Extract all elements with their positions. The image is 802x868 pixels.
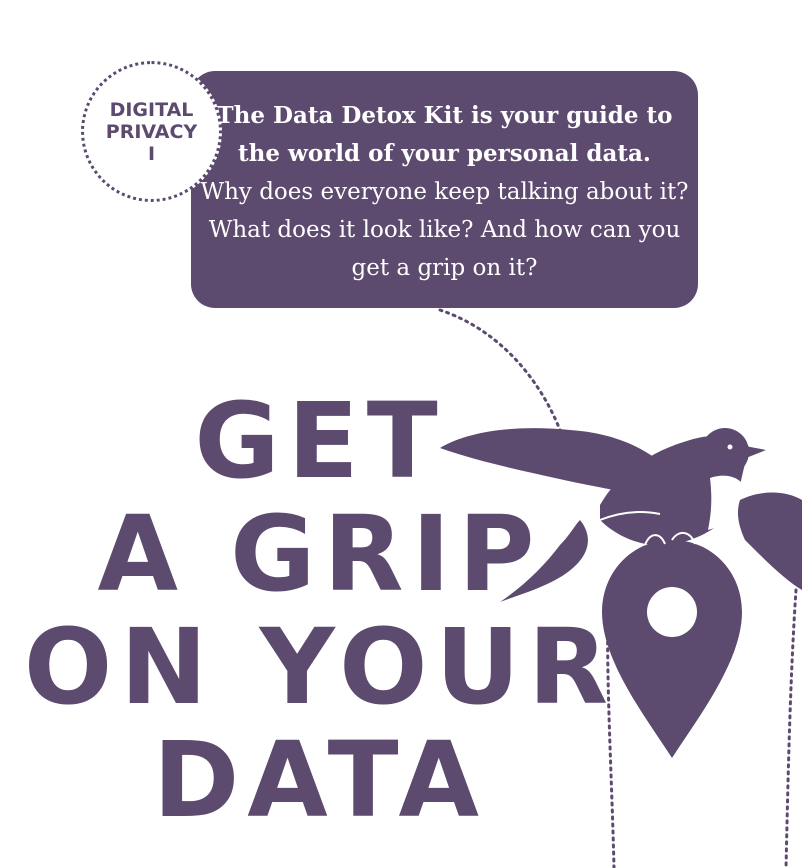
intro-callout: The Data Detox Kit is your guide to the …: [191, 71, 698, 308]
badge-line-3: I: [147, 142, 156, 165]
intro-lead: The Data Detox Kit is your guide to the …: [216, 102, 673, 167]
dotted-string-right: [784, 588, 798, 868]
intro-body: Why does everyone keep talking about it?…: [200, 179, 689, 281]
headline: GET A GRIP ON YOUR DATA: [0, 385, 640, 837]
badge-line-2: PRIVACY: [105, 120, 198, 143]
headline-line-3: ON YOUR: [23, 606, 617, 728]
digital-privacy-badge: DIGITAL PRIVACY I: [81, 61, 222, 202]
headline-line-4: DATA: [152, 719, 488, 841]
headline-line-2: A GRIP: [97, 493, 543, 615]
headline-line-1: GET: [194, 380, 446, 502]
badge-line-1: DIGITAL: [109, 98, 194, 121]
